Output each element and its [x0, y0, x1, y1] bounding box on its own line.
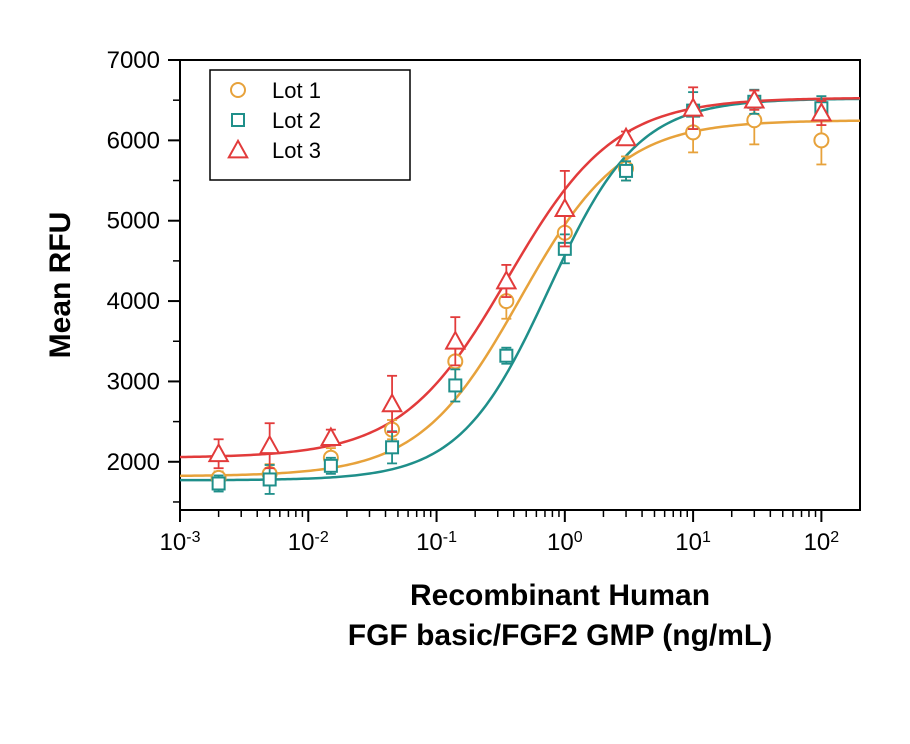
- legend-label-1: Lot 2: [272, 108, 321, 133]
- x-axis-title-line1: Recombinant Human: [410, 579, 710, 612]
- y-tick-label: 3000: [107, 368, 160, 395]
- y-tick-label: 4000: [107, 288, 160, 315]
- y-tick-label: 5000: [107, 208, 160, 235]
- chart-container: 20003000400050006000700010-310-210-11001…: [0, 0, 910, 744]
- legend-label-0: Lot 1: [272, 78, 321, 103]
- y-tick-label: 7000: [107, 47, 160, 74]
- chart-svg: 20003000400050006000700010-310-210-11001…: [0, 0, 910, 744]
- y-axis-title: Mean RFU: [44, 212, 77, 359]
- y-tick-label: 2000: [107, 449, 160, 476]
- x-axis-title-line2: FGF basic/FGF2 GMP (ng/mL): [348, 619, 772, 652]
- legend-label-2: Lot 3: [272, 138, 321, 163]
- y-tick-label: 6000: [107, 127, 160, 154]
